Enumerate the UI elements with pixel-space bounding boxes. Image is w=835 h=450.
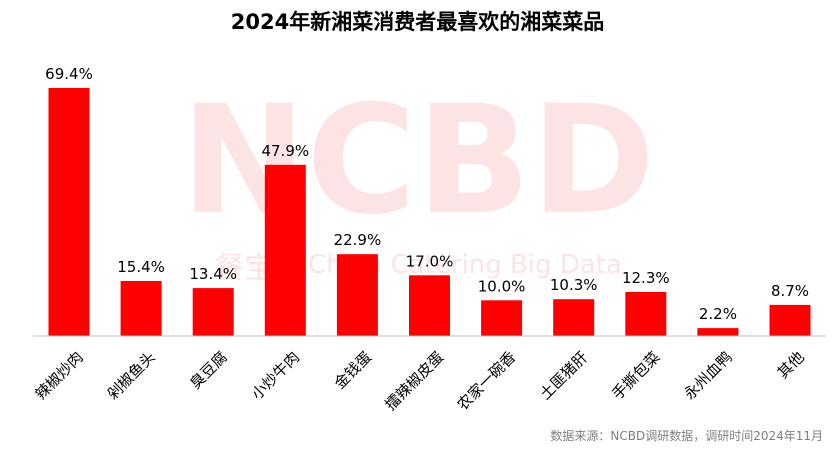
category-label-1: 辣椒炒肉 <box>32 348 87 403</box>
category-label-11: 其他 <box>774 348 808 382</box>
value-label-9: 12.3% <box>622 269 670 287</box>
bar-6 <box>409 275 450 336</box>
category-label-10: 永州血鸭 <box>680 348 735 403</box>
value-label-8: 10.3% <box>550 276 598 294</box>
value-label-11: 8.7% <box>771 282 809 300</box>
bar-10 <box>697 328 739 336</box>
category-label-9: 手撕包菜 <box>608 348 663 403</box>
value-label-4: 47.9% <box>261 142 309 160</box>
category-label-3: 臭豆腐 <box>186 348 231 393</box>
value-label-1: 69.4% <box>45 65 93 83</box>
bar-4 <box>264 164 306 336</box>
bar-11 <box>769 304 811 336</box>
source-note: 数据来源：NCBD调研数据，调研时间2024年11月 <box>550 429 823 443</box>
value-label-5: 22.9% <box>334 231 382 249</box>
value-label-2: 15.4% <box>117 258 165 276</box>
bars <box>48 88 811 336</box>
chart-title: 2024年新湘菜消费者最喜欢的湘菜菜品 <box>230 10 605 34</box>
bar-9 <box>625 292 667 336</box>
bar-3 <box>192 288 234 336</box>
category-label-7: 农家一碗香 <box>454 348 520 414</box>
watermark: NCBD 餐宝典 China Catering Big Data <box>181 74 655 286</box>
value-label-10: 2.2% <box>699 305 737 323</box>
bar-5 <box>336 254 378 336</box>
category-label-6: 擂辣椒皮蛋 <box>381 348 447 414</box>
value-labels: 69.4% 15.4% 13.4% 47.9% 22.9% 17.0% 10.0% 10.3%… <box>45 65 809 323</box>
bar-7 <box>481 300 523 336</box>
category-labels: 辣椒炒肉 剁椒鱼头 臭豆腐 小炒牛肉 金钱蛋 擂辣椒皮蛋 农家一碗香 土匪猪肝 手撕包菜 永州血鸭… <box>32 348 808 414</box>
bar-8 <box>553 299 595 336</box>
value-label-3: 13.4% <box>189 265 237 283</box>
watermark-brand: NCBD <box>181 74 655 248</box>
category-label-4: 小炒牛肉 <box>248 348 303 403</box>
bar-2 <box>120 281 162 336</box>
value-label-7: 10.0% <box>478 277 526 295</box>
bar-1 <box>48 88 90 336</box>
category-label-8: 土匪猪肝 <box>536 348 591 403</box>
category-label-5: 金钱蛋 <box>331 348 376 393</box>
value-label-6: 17.0% <box>406 252 454 270</box>
category-label-2: 剁椒鱼头 <box>104 348 159 403</box>
